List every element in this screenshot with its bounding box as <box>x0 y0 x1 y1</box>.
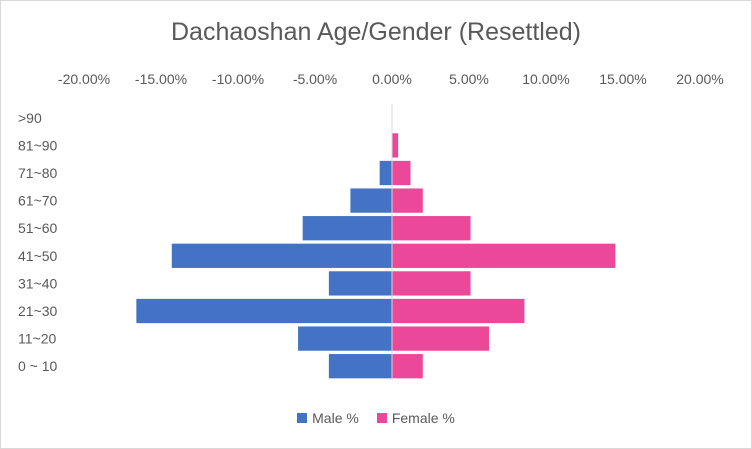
chart-title: Dachaoshan Age/Gender (Resettled) <box>171 18 581 46</box>
bar-female <box>392 160 411 186</box>
y-tick-label: 11~20 <box>18 331 56 347</box>
y-tick-label: 81~90 <box>18 137 58 153</box>
bar-male <box>136 298 392 324</box>
x-tick-label: 5.00% <box>449 71 489 87</box>
y-tick-label: 51~60 <box>18 220 58 236</box>
y-tick-label: 21~30 <box>18 303 58 319</box>
bar-female <box>392 216 471 241</box>
legend-label-male: Male % <box>312 410 359 426</box>
bar-male <box>350 188 392 213</box>
bar-male <box>328 271 392 296</box>
y-tick-label: 71~80 <box>18 165 58 181</box>
x-tick-label: -10.00% <box>212 71 264 87</box>
y-tick-label: 41~50 <box>18 248 58 264</box>
legend-label-female: Female % <box>391 410 455 426</box>
legend-swatch-male <box>297 413 308 423</box>
x-tick-label: 15.00% <box>599 71 646 87</box>
bar-male <box>171 243 392 268</box>
legend-item-female: Female % <box>376 410 455 426</box>
bar-female <box>392 354 423 379</box>
bar-male <box>302 216 392 241</box>
x-tick-label: -15.00% <box>135 71 187 87</box>
y-tick-label: 0 ~ 10 <box>18 358 58 374</box>
y-tick-label: 31~40 <box>18 275 58 291</box>
bar-female <box>392 326 490 351</box>
bar-female <box>392 133 399 158</box>
legend-swatch-female <box>376 413 387 423</box>
y-tick-label: >90 <box>18 110 42 126</box>
x-tick-label: 20.00% <box>676 71 723 87</box>
legend: Male % Female % <box>0 410 752 426</box>
x-tick-label: -5.00% <box>293 71 337 87</box>
bar-female <box>392 298 525 324</box>
y-axis-ticks: 0 ~ 10 11~20 21~30 31~40 41~50 51~60 61~70 71~8… <box>18 110 58 374</box>
bar-male <box>379 160 392 186</box>
legend-item-male: Male % <box>297 410 359 426</box>
bars <box>136 133 616 379</box>
bar-male <box>298 326 392 351</box>
bar-female <box>392 243 616 268</box>
bar-male <box>328 354 392 379</box>
x-tick-label: 10.00% <box>522 71 569 87</box>
bar-female <box>392 188 423 213</box>
x-tick-label: -20.00% <box>58 71 110 87</box>
x-axis-ticks: -20.00% -15.00% -10.00% -5.00% 0.00% 5.00% 10.… <box>58 71 724 87</box>
bar-female <box>392 271 471 296</box>
x-tick-label: 0.00% <box>372 71 412 87</box>
y-tick-label: 61~70 <box>18 193 58 209</box>
